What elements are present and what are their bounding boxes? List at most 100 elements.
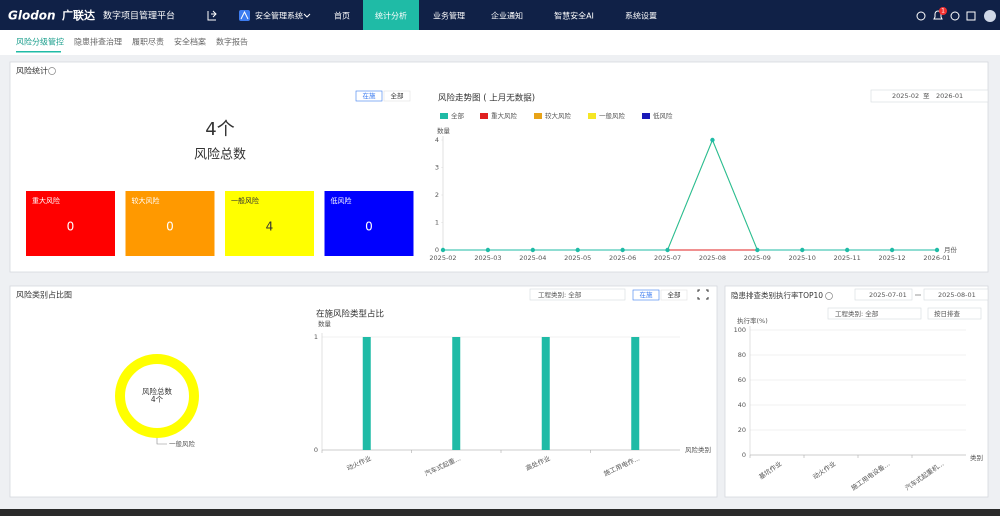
x-tick-label: 2025-04	[519, 254, 546, 262]
point	[800, 247, 805, 253]
legend-swatch[interactable]	[480, 113, 488, 119]
date-from: 2025-07-01	[869, 291, 907, 299]
x-tick-label: 2025-05	[564, 254, 591, 262]
date-from-box[interactable]	[854, 288, 913, 301]
tab[interactable]: 风险分级管控	[16, 37, 64, 47]
nav-bar: Glodon 广联达 数字项目管理平台 安全管理系统 首页 统计分析 业务管理 企业通…	[0, 0, 1000, 30]
badge	[939, 7, 947, 15]
filter-text: 工程类别: 全部	[835, 309, 879, 318]
legend-label[interactable]: 低风险	[653, 111, 673, 120]
legend-label[interactable]: 一般风险	[599, 111, 626, 120]
menu: 首页 统计分析 业务管理 企业通知 智慧安全AI 系统设置	[334, 0, 657, 30]
brand: Glodon	[8, 9, 56, 23]
x-tick-label: 2025-07	[654, 254, 681, 262]
nav-bg	[0, 0, 1000, 30]
card-label: 低风险	[331, 196, 352, 205]
menu-item[interactable]: 业务管理	[433, 11, 465, 21]
toggle-label: 全部	[391, 91, 405, 100]
card-label: 一般风险	[231, 196, 259, 205]
x-axis-label: 类别	[970, 453, 983, 462]
legend-swatch[interactable]	[534, 113, 542, 119]
help-icon[interactable]	[825, 292, 833, 300]
menu-item[interactable]: 首页	[334, 11, 350, 21]
bell-icon[interactable]	[933, 10, 943, 20]
x-tick-label: 2025-12	[879, 254, 906, 262]
platform-name: 数字项目管理平台	[103, 10, 175, 22]
point	[575, 247, 580, 253]
theme-icon[interactable]	[916, 11, 926, 21]
help-icon[interactable]	[48, 67, 56, 75]
toggle-btn[interactable]	[383, 90, 411, 102]
mode-text: 按日排查	[934, 309, 961, 318]
x-tick-label: 2025-08	[699, 254, 726, 262]
avatar[interactable]	[984, 10, 996, 22]
menu-item[interactable]: 系统设置	[625, 11, 657, 21]
expand-icon[interactable]	[697, 289, 709, 300]
menu-item[interactable]: 统计分析	[375, 11, 407, 21]
y-tick-label: 0	[435, 246, 439, 254]
filter-select[interactable]	[529, 288, 626, 301]
bar	[452, 337, 461, 450]
leader-line	[156, 438, 167, 445]
y-tick-label: 20	[738, 426, 746, 434]
mode-select[interactable]	[927, 307, 982, 320]
taskbar	[0, 509, 1000, 516]
point	[755, 247, 760, 253]
panel-title: 风险统计	[16, 66, 48, 76]
tab[interactable]: 隐患排查治理	[74, 37, 122, 47]
toggle-btn[interactable]	[660, 289, 688, 301]
brand-cn: 广联达	[62, 8, 95, 22]
x-axis-label: 月份	[944, 245, 958, 254]
legend-swatch[interactable]	[440, 113, 448, 119]
bar	[631, 337, 640, 450]
y-tick-label: 4	[435, 136, 439, 144]
date-sep: 至	[923, 92, 930, 100]
y-axis-label: 执行率(%)	[737, 316, 768, 325]
chart-title: 风险走势图 ( 上月无数据)	[438, 93, 535, 104]
card-value: 0	[166, 220, 174, 234]
tab[interactable]: 履职尽责	[132, 37, 164, 47]
x-tick-label: 2025-02	[429, 254, 456, 262]
risk-card	[324, 191, 414, 256]
series-line	[443, 138, 937, 251]
filter-select[interactable]	[827, 307, 922, 320]
card-label: 较大风险	[132, 196, 160, 205]
legend-label[interactable]: 较大风险	[545, 111, 572, 120]
donut-slice	[115, 354, 199, 438]
risk-cards: 重大风险 0 较大风险 0 一般风险 4 低风险 0	[26, 191, 414, 256]
donut-center-value: 4个	[151, 395, 164, 404]
menu-item[interactable]: 企业通知	[491, 11, 523, 21]
legend-label[interactable]: 重大风险	[491, 111, 518, 120]
tab[interactable]: 数字报告	[216, 37, 248, 47]
point	[889, 247, 895, 253]
point	[665, 247, 670, 253]
card-value: 0	[365, 220, 373, 234]
y-tick-label: 3	[435, 164, 439, 172]
y-tick-label: 100	[734, 326, 746, 334]
menu-item[interactable]: 智慧安全AI	[554, 11, 594, 21]
legend-swatch[interactable]	[642, 113, 650, 119]
legend-swatch[interactable]	[588, 113, 596, 119]
toggle: 在施 全部	[355, 90, 411, 102]
date-range[interactable]	[870, 89, 989, 103]
card-value: 0	[67, 220, 75, 234]
toggle-label: 在施	[640, 290, 654, 299]
bar	[541, 337, 550, 450]
switch-icon[interactable]	[207, 10, 217, 21]
y-tick-label: 40	[738, 401, 746, 409]
filter-text: 工程类别: 全部	[538, 290, 582, 299]
legend-label[interactable]: 全部	[451, 111, 465, 120]
fullscreen-icon[interactable]	[966, 11, 976, 21]
card-value: 4	[266, 220, 274, 234]
tab[interactable]: 安全档案	[174, 37, 206, 47]
bar	[362, 337, 371, 450]
caret	[303, 13, 311, 18]
toggle-btn[interactable]	[632, 289, 660, 301]
toggle-btn[interactable]	[355, 90, 383, 102]
date-to-box[interactable]	[923, 288, 989, 301]
info-icon[interactable]	[950, 11, 960, 21]
y-tick-label: 60	[738, 376, 746, 384]
toggle-label: 在施	[363, 91, 377, 100]
system-select[interactable]: 安全管理系统	[255, 11, 303, 21]
